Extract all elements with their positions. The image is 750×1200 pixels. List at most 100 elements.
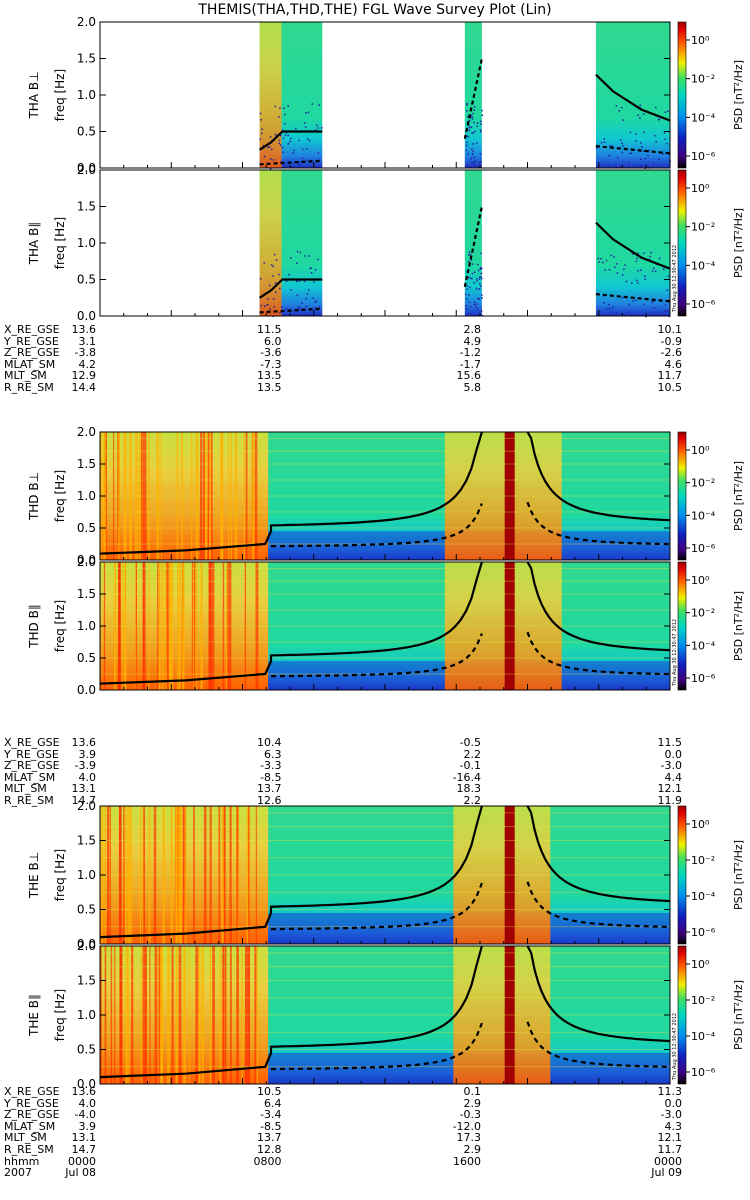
speckle xyxy=(282,129,284,132)
speckle xyxy=(479,120,482,123)
speckle xyxy=(481,297,483,299)
speckle xyxy=(654,270,657,273)
ephemeris-value: 4.9 xyxy=(463,334,482,348)
speckle xyxy=(280,306,283,308)
speckle xyxy=(481,294,483,296)
ephemeris-row-label: X_RE_GSE xyxy=(4,736,60,749)
colorbar-tick-label: 10⁻² xyxy=(691,607,715,620)
speckle xyxy=(473,271,476,274)
speckle xyxy=(315,300,318,302)
speckle xyxy=(303,122,306,124)
colorbar-label: PSD [nT²/Hz] xyxy=(732,840,745,910)
speckle xyxy=(667,275,670,277)
gyro-curve-left xyxy=(99,945,483,1079)
hhmm-label: hhmm xyxy=(4,1154,40,1168)
speckle xyxy=(287,143,290,145)
panel-thd-2: 0.0 0.5 1.0 1.5 2.0 THD B⊥ freq [Hz] 10⁰ 10⁻² 10⁻… xyxy=(27,425,745,567)
ephemeris-value: 10.1 xyxy=(657,323,683,336)
speckle xyxy=(268,284,271,287)
speckle xyxy=(468,126,471,129)
speckle xyxy=(640,269,642,271)
ephemeris-value: -3.6 xyxy=(260,346,282,360)
ephemeris-row-label: MLAT_SM xyxy=(4,357,56,371)
speckle xyxy=(281,146,284,149)
speckle xyxy=(618,109,620,112)
hot-region xyxy=(259,22,282,168)
speckle xyxy=(278,273,280,276)
speckle xyxy=(267,146,269,149)
y-tick-label: 0.5 xyxy=(77,273,96,287)
colorbar-tick-label: 10⁻² xyxy=(691,73,715,86)
gyro-curve xyxy=(259,278,323,299)
speckle xyxy=(634,133,637,135)
ephemeris-row-label: MLAT_SM xyxy=(4,770,56,784)
gyro-curve-right xyxy=(526,945,671,1043)
speckle xyxy=(470,166,472,169)
speckle xyxy=(632,300,634,302)
speckle xyxy=(468,129,470,131)
speckle xyxy=(474,130,476,133)
speckle xyxy=(273,253,276,256)
ephemeris-value: -8.5 xyxy=(260,770,282,784)
ephemeris-value: 2.2 xyxy=(463,747,482,761)
speckle xyxy=(279,107,281,109)
speckle xyxy=(467,124,470,127)
speckle xyxy=(628,304,631,306)
speckle xyxy=(303,280,306,283)
speckle xyxy=(635,299,637,302)
speckle xyxy=(643,131,645,134)
ephemeris-value: 12.1 xyxy=(657,1131,683,1145)
colorbar-tick-label: 10⁻² xyxy=(691,994,715,1007)
speckle xyxy=(625,280,628,283)
speckle xyxy=(598,261,600,263)
speckle xyxy=(285,280,288,282)
ephemeris-value: -0.5 xyxy=(459,736,482,749)
ephemeris-value: 13.5 xyxy=(257,369,282,383)
speckle xyxy=(269,308,272,310)
speckle xyxy=(469,286,471,289)
speckle xyxy=(639,104,641,107)
speckle xyxy=(275,291,277,294)
speckle xyxy=(466,285,469,287)
speckle xyxy=(648,258,651,261)
colorbar-tick-label: 10⁻⁴ xyxy=(691,1030,716,1043)
plot-title: THEMIS(THA,THD,THE) FGL Wave Survey Plot… xyxy=(198,2,552,18)
speckle xyxy=(296,262,298,265)
colorbar xyxy=(677,945,687,1085)
speckle xyxy=(632,253,634,255)
gyro-curve-half xyxy=(259,307,323,314)
colorbar-label: PSD [nT²/Hz] xyxy=(732,591,745,661)
y-axis-unit: freq [Hz] xyxy=(53,989,67,1041)
ephemeris-value: 12.9 xyxy=(71,369,97,383)
speckle xyxy=(268,146,271,148)
speckle xyxy=(468,119,471,122)
y-tick-label: 2.0 xyxy=(77,15,96,29)
speckle xyxy=(282,151,284,154)
speckle xyxy=(653,135,656,137)
colorbar-tick-label: 10⁻⁶ xyxy=(691,298,716,311)
speckle xyxy=(464,293,467,296)
y-tick-label: 2.0 xyxy=(77,425,96,439)
y-axis-unit: freq [Hz] xyxy=(53,600,67,652)
speckle xyxy=(655,140,657,143)
gyro-curve-fall xyxy=(595,73,671,122)
y-tick-label: 0.5 xyxy=(77,1043,96,1057)
speckle xyxy=(480,166,482,169)
ephemeris-value: -3.0 xyxy=(660,759,682,773)
ephemeris-value: -3.4 xyxy=(260,1108,282,1122)
speckle xyxy=(476,122,479,124)
speckle xyxy=(272,265,274,268)
speckle xyxy=(653,267,655,270)
speckle xyxy=(664,303,667,306)
colorbar-tick-label: 10⁰ xyxy=(691,818,710,831)
colorbar-tick-label: 10⁻⁴ xyxy=(691,259,716,272)
ephemeris-value: 11.9 xyxy=(657,794,683,807)
gyro-curve-left xyxy=(99,561,483,685)
speckle xyxy=(473,121,475,124)
speckle xyxy=(643,150,645,152)
speckle xyxy=(468,254,470,256)
speckle xyxy=(304,255,306,257)
y-axis-label: THD B⊥ xyxy=(27,472,41,521)
colorbar xyxy=(677,21,687,169)
ephemeris-value: 15.6 xyxy=(456,369,482,383)
